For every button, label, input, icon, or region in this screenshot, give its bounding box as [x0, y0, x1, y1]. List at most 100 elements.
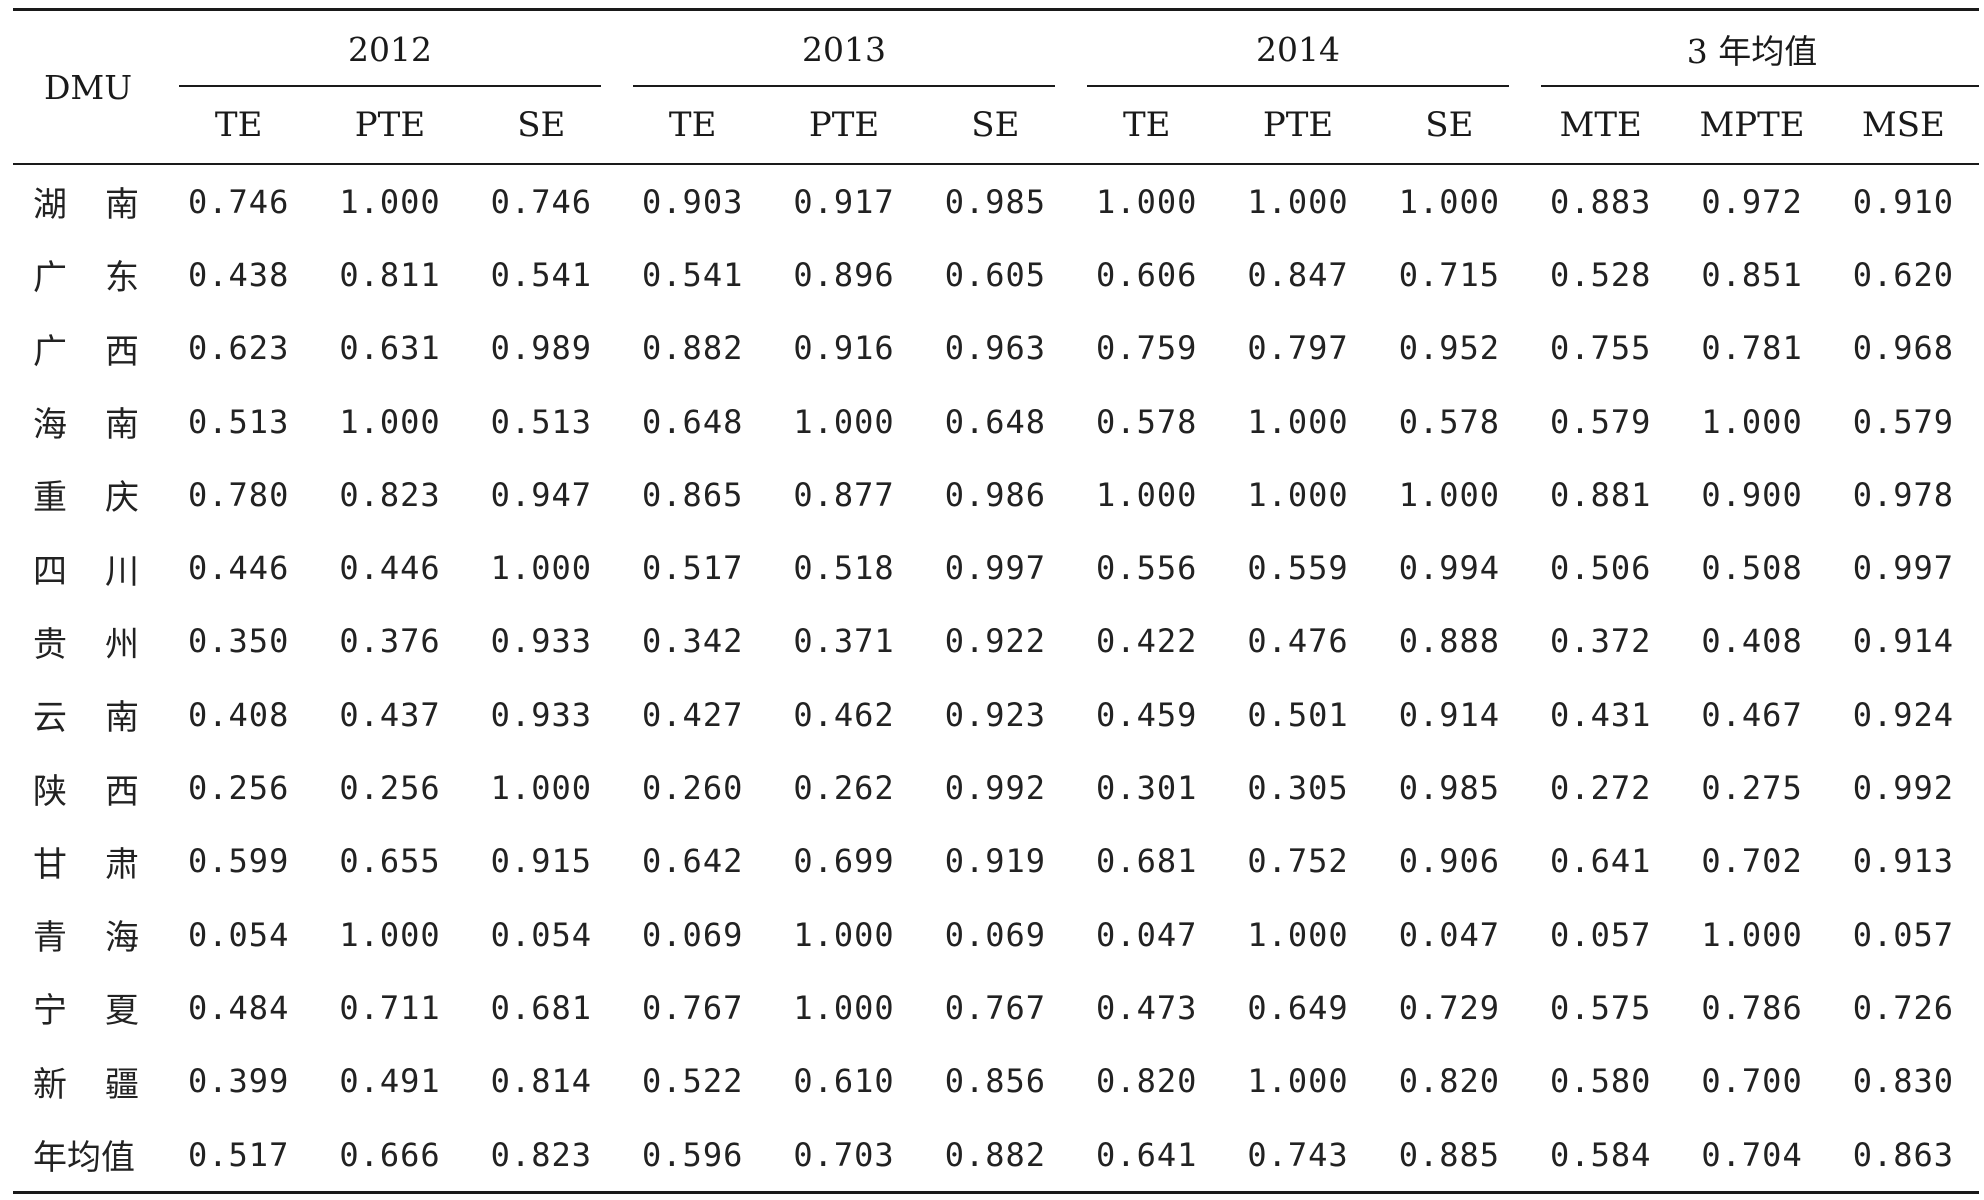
region-name-char: 甘 [33, 844, 67, 885]
value-cell: 0.823 [339, 475, 441, 514]
region-name-char: 云 [33, 698, 67, 739]
value-cell: 0.648 [944, 402, 1047, 441]
average-row-label: 年均值 [13, 1117, 163, 1195]
value-cell: 0.711 [339, 988, 441, 1027]
metric-header: SE [1373, 87, 1526, 165]
region-name-char: 海 [33, 405, 67, 446]
table-row: 新疆 0.399 0.491 0.814 0.522 0.610 0.856 0.820 1.0… [13, 1045, 1979, 1118]
value-cell: 0.522 [642, 1062, 744, 1101]
value-cell: 0.272 [1550, 769, 1652, 808]
value-cell: 0.715 [1398, 255, 1501, 294]
value-cell: 0.437 [339, 695, 441, 734]
value-cell: 0.350 [188, 622, 290, 661]
value-cell: 0.620 [1852, 255, 1955, 294]
year-label: 3 年均值 [1686, 32, 1818, 71]
value-cell: 0.820 [1398, 1062, 1501, 1101]
value-cell: 0.851 [1701, 255, 1803, 294]
value-cell: 0.467 [1701, 695, 1803, 734]
year-label: 2012 [348, 29, 432, 69]
value-cell: 0.786 [1701, 988, 1803, 1027]
year-label: 2013 [802, 29, 887, 69]
value-cell: 0.922 [944, 622, 1047, 661]
value-cell: 0.399 [188, 1062, 290, 1101]
table-row: 陕西 0.256 0.256 1.000 0.260 0.262 0.992 0.301 0.3… [13, 751, 1979, 824]
value-cell: 0.371 [793, 622, 895, 661]
metric-header: MTE [1525, 87, 1677, 165]
value-cell: 0.972 [1701, 182, 1803, 221]
value-cell: 0.914 [1852, 622, 1955, 661]
value-cell: 0.305 [1247, 769, 1349, 808]
value-cell: 0.610 [793, 1062, 895, 1101]
value-cell: 0.473 [1096, 988, 1198, 1027]
year-header-row: DMU 2012 2013 2014 3 年均值 [13, 8, 1980, 165]
value-cell: 0.372 [1550, 622, 1652, 661]
value-cell: 0.726 [1852, 988, 1955, 1027]
value-cell: 0.528 [1550, 255, 1652, 294]
value-cell: 0.781 [1701, 329, 1803, 368]
value-cell: 0.919 [944, 842, 1047, 881]
value-cell: 1.000 [1247, 915, 1349, 954]
value-cell: 0.952 [1398, 329, 1501, 368]
value-cell: 0.054 [490, 915, 592, 954]
value-cell: 0.580 [1550, 1062, 1652, 1101]
average-value-cell: 0.641 [1071, 1117, 1223, 1195]
value-cell: 0.578 [1398, 402, 1501, 441]
value-cell: 0.752 [1247, 842, 1349, 881]
value-cell: 0.985 [1398, 769, 1501, 808]
value-cell: 0.746 [188, 182, 290, 221]
value-cell: 0.655 [339, 842, 441, 881]
value-cell: 0.986 [944, 475, 1047, 514]
value-cell: 0.513 [188, 402, 290, 441]
region-name-cell: 重庆 [13, 458, 163, 531]
region-name-char: 夏 [105, 991, 139, 1032]
region-name-char: 陕 [33, 771, 67, 812]
metric-header: SE [465, 87, 618, 165]
value-cell: 0.759 [1096, 329, 1198, 368]
value-cell: 0.767 [642, 988, 744, 1027]
region-name-char: 南 [105, 698, 139, 739]
value-cell: 1.000 [1398, 182, 1501, 221]
average-value-cell: 0.863 [1827, 1117, 1980, 1195]
value-cell: 0.642 [642, 842, 744, 881]
value-cell: 0.517 [642, 549, 744, 588]
value-cell: 0.992 [944, 769, 1047, 808]
value-cell: 0.047 [1398, 915, 1501, 954]
value-cell: 0.917 [793, 182, 895, 221]
value-cell: 0.506 [1550, 549, 1652, 588]
metric-header: TE [1071, 87, 1223, 165]
value-cell: 0.847 [1247, 255, 1349, 294]
value-cell: 0.910 [1852, 182, 1955, 221]
table-row: 宁夏 0.484 0.711 0.681 0.767 1.000 0.767 0.473 0.6… [13, 971, 1979, 1044]
value-cell: 0.994 [1398, 549, 1501, 588]
region-name-char: 贵 [33, 624, 67, 665]
value-cell: 0.767 [944, 988, 1047, 1027]
value-cell: 0.446 [188, 549, 290, 588]
value-cell: 0.508 [1701, 549, 1803, 588]
average-row: 年均值 0.517 0.666 0.823 0.596 0.703 0.882 0.641 0.… [13, 1117, 1980, 1195]
region-name-char: 州 [105, 624, 139, 665]
value-cell: 0.579 [1852, 402, 1955, 441]
region-name-char: 新 [33, 1064, 67, 1105]
value-cell: 0.923 [944, 695, 1047, 734]
value-cell: 0.057 [1852, 915, 1955, 954]
region-name-cell: 陕西 [13, 751, 163, 824]
value-cell: 0.556 [1096, 549, 1198, 588]
value-cell: 0.256 [188, 769, 290, 808]
value-cell: 0.342 [642, 622, 744, 661]
year-header-3yr-mean: 3 年均值 [1525, 8, 1980, 87]
value-cell: 1.000 [1096, 475, 1198, 514]
value-cell: 1.000 [339, 402, 441, 441]
region-name-cell: 广东 [13, 238, 163, 311]
region-name-char: 疆 [105, 1064, 139, 1105]
value-cell: 0.606 [1096, 255, 1198, 294]
table-header: DMU 2012 2013 2014 3 年均值 TE PTE SE TE PT… [13, 8, 1980, 165]
value-cell: 1.000 [1701, 402, 1803, 441]
metric-header: PTE [768, 87, 920, 165]
table-row: 重庆 0.780 0.823 0.947 0.865 0.877 0.986 1.000 1.0… [13, 458, 1979, 531]
region-name-char: 东 [105, 258, 139, 299]
value-cell: 0.811 [339, 255, 441, 294]
value-cell: 0.462 [793, 695, 895, 734]
value-cell: 0.054 [188, 915, 290, 954]
value-cell: 0.408 [1701, 622, 1803, 661]
table-row: 湖南 0.746 1.000 0.746 0.903 0.917 0.985 1.000 1.0… [13, 164, 1979, 238]
